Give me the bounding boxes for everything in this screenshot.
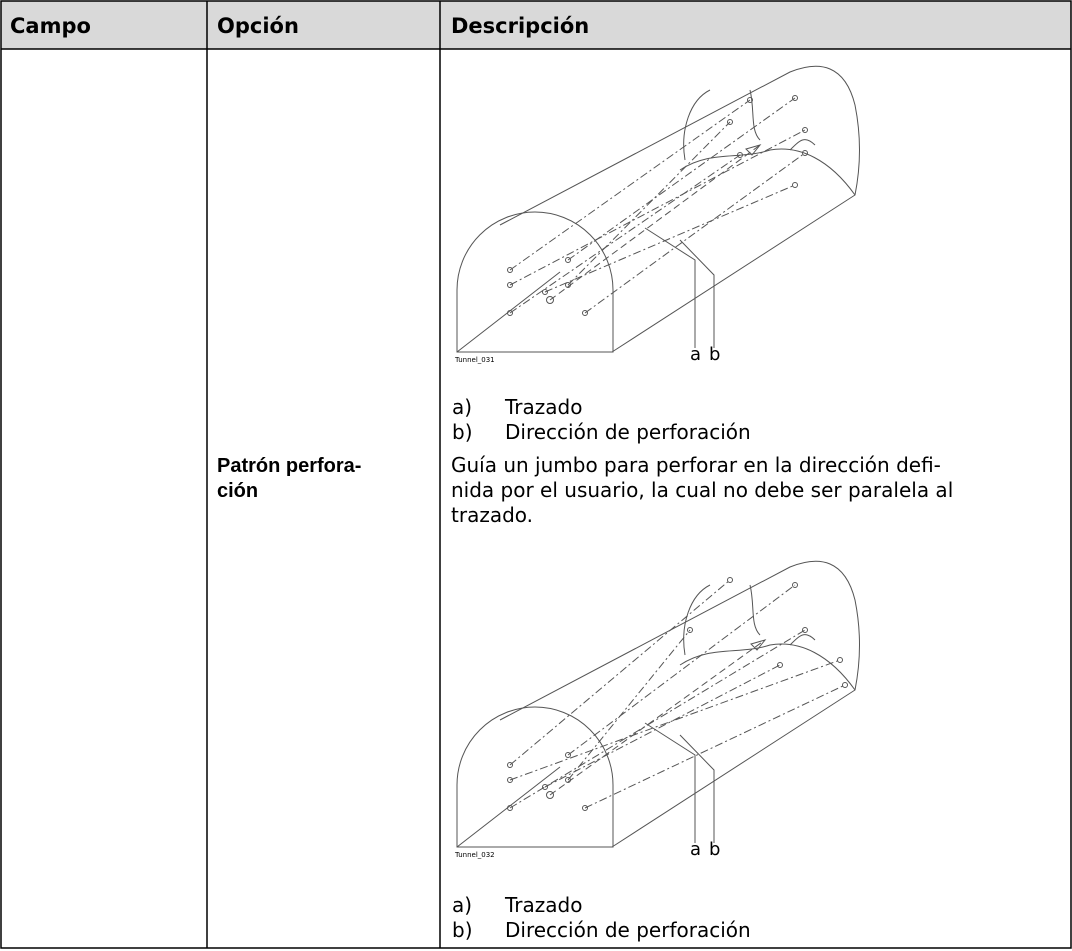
drill-line — [567, 629, 691, 781]
figure-label: a — [690, 344, 701, 365]
figure-label: a — [690, 839, 701, 860]
drill-end — [802, 127, 808, 133]
drill-hole — [507, 777, 513, 783]
figure-label: b — [709, 344, 720, 365]
header-cell: Opción — [217, 14, 299, 38]
pointer — [679, 734, 715, 843]
figure-label: b — [709, 839, 720, 860]
drill-hole — [507, 267, 513, 273]
pointer — [644, 227, 696, 348]
arrow-head — [750, 639, 767, 651]
pointer — [679, 239, 715, 348]
tunnel-outline — [499, 560, 860, 848]
option-text: ción — [217, 480, 258, 502]
drill-end — [842, 682, 848, 688]
header-cell: Campo — [10, 14, 91, 38]
legend: a) Trazado b) Dirección de perforación — [452, 893, 751, 942]
rock-face — [679, 584, 856, 691]
drill-line — [509, 629, 806, 809]
option-text: Patrón perfora- — [217, 455, 361, 477]
drill-line — [567, 584, 796, 756]
description-text: trazado. — [451, 503, 533, 527]
figure-id: Tunnel_031 — [454, 356, 495, 364]
pointer — [644, 722, 696, 843]
drill-hole — [565, 752, 571, 758]
arrow-head — [745, 144, 762, 156]
drill-direction — [549, 639, 766, 796]
drill-end — [792, 182, 798, 188]
drill-line — [509, 579, 731, 766]
legend-text: Trazado — [504, 395, 582, 419]
drill-hole — [582, 310, 588, 316]
drill-end — [727, 119, 733, 125]
header-bg — [1, 1, 1071, 49]
drill-hole — [582, 805, 588, 811]
tunnel-face — [456, 211, 614, 353]
start-point — [546, 791, 554, 799]
legend-key: a) — [452, 893, 472, 917]
axis-line — [456, 271, 561, 353]
drill-hole — [542, 289, 548, 295]
drill-line — [584, 684, 846, 809]
legend-key: a) — [452, 395, 472, 419]
figure-id: Tunnel_032 — [454, 851, 495, 859]
header-cell: Descripción — [451, 14, 589, 38]
tunnel-outline — [499, 65, 860, 353]
drill-hole — [542, 784, 548, 790]
drill-line — [509, 99, 751, 271]
drill-line — [544, 664, 781, 788]
drill-line — [567, 97, 796, 261]
drill-hole — [507, 805, 513, 811]
start-point — [546, 296, 554, 304]
legend-key: b) — [452, 420, 473, 444]
legend-text: Trazado — [504, 893, 582, 917]
drill-hole — [565, 257, 571, 263]
legend: a) Trazado b) Dirección de perforación — [452, 395, 751, 444]
rock-face — [679, 89, 856, 196]
drill-line — [584, 152, 806, 314]
drill-end — [802, 150, 808, 156]
description-text: nida por el usuario, la cual no debe ser… — [451, 478, 953, 502]
drill-end — [777, 662, 783, 668]
drill-end — [687, 627, 693, 633]
drill-line — [509, 129, 806, 286]
drill-line — [509, 659, 841, 781]
drill-end — [727, 577, 733, 583]
drill-line — [567, 121, 731, 286]
legend-text: Dirección de perforación — [505, 420, 751, 444]
drill-hole — [507, 762, 513, 768]
drill-hole — [507, 310, 513, 316]
drill-end — [737, 152, 743, 158]
tunnel-face — [456, 706, 614, 848]
drill-end — [792, 95, 798, 101]
drill-hole — [507, 282, 513, 288]
drill-line — [509, 154, 741, 314]
description-text: Guía un jumbo para perforar en la direcc… — [451, 453, 941, 477]
legend-key: b) — [452, 918, 473, 942]
drill-end — [837, 657, 843, 663]
legend-text: Dirección de perforación — [505, 918, 751, 942]
drill-end — [802, 627, 808, 633]
axis-line — [456, 766, 561, 848]
tunnel-figure: Tunnel_031 a b — [454, 65, 860, 365]
tunnel-figure: Tunnel_032 a b — [454, 560, 860, 860]
drill-end — [792, 582, 798, 588]
drill-line — [544, 184, 796, 293]
drill-end — [747, 97, 753, 103]
